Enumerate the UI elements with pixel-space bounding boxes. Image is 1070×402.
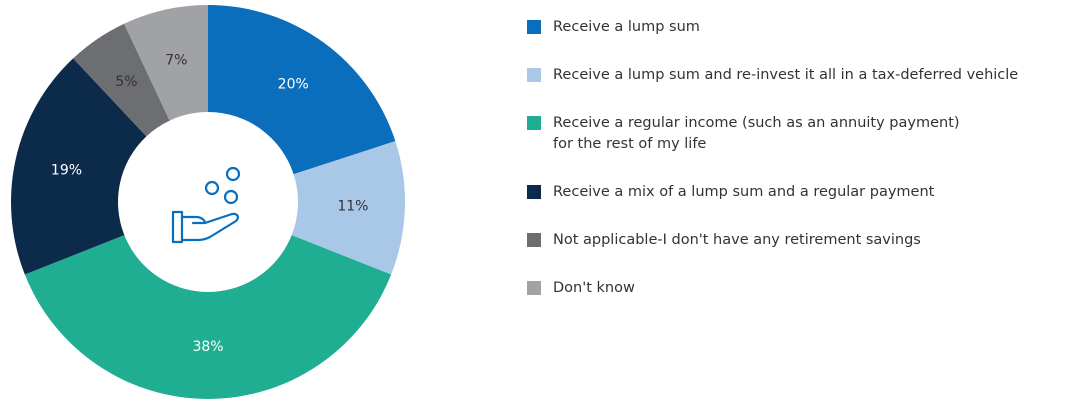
legend-label: Receive a mix of a lump sum and a regula… — [553, 184, 935, 200]
donut-slice — [291, 141, 405, 275]
legend-label: Receive a lump sum — [553, 19, 700, 35]
donut-slice — [24, 235, 392, 399]
donut-slice — [208, 5, 396, 175]
legend-item: Receive a lump sum and re-invest it all … — [527, 65, 1070, 86]
legend-item: Receive a lump sum — [527, 17, 1070, 38]
legend-label: Not applicable-I don't have any retireme… — [553, 232, 921, 248]
value-label: 20% — [278, 77, 309, 93]
legend-swatch — [527, 68, 541, 82]
legend-item: Receive a regular income (such as an ann… — [527, 113, 1070, 155]
donut-slice — [73, 23, 170, 137]
center-icon — [171, 166, 241, 244]
chart: 20% 11% 38% 19% 5% 7% — [11, 5, 405, 399]
legend: Receive a lump sum Receive a lump sum and… — [527, 17, 1070, 299]
legend-item: Don't know — [527, 278, 1070, 299]
legend-swatch — [527, 116, 541, 130]
legend-item: Receive a mix of a lump sum and a regula… — [527, 182, 1070, 203]
value-label: 38% — [192, 339, 223, 355]
donut-slice — [11, 58, 147, 275]
donut-slice — [124, 5, 208, 121]
legend-label: Receive a lump sum and re-invest it all … — [553, 67, 1019, 83]
legend-swatch — [527, 281, 541, 295]
legend-swatch — [527, 233, 541, 247]
legend-label: Receive a regular income (such as an ann… — [553, 115, 960, 152]
value-label: 11% — [337, 199, 368, 215]
legend-swatch — [527, 20, 541, 34]
legend-swatch — [527, 185, 541, 199]
legend-item: Not applicable-I don't have any retireme… — [527, 230, 1070, 251]
value-label: 7% — [165, 52, 187, 68]
value-label: 19% — [51, 162, 82, 178]
value-label: 5% — [115, 74, 137, 90]
legend-label: Don't know — [553, 280, 635, 296]
